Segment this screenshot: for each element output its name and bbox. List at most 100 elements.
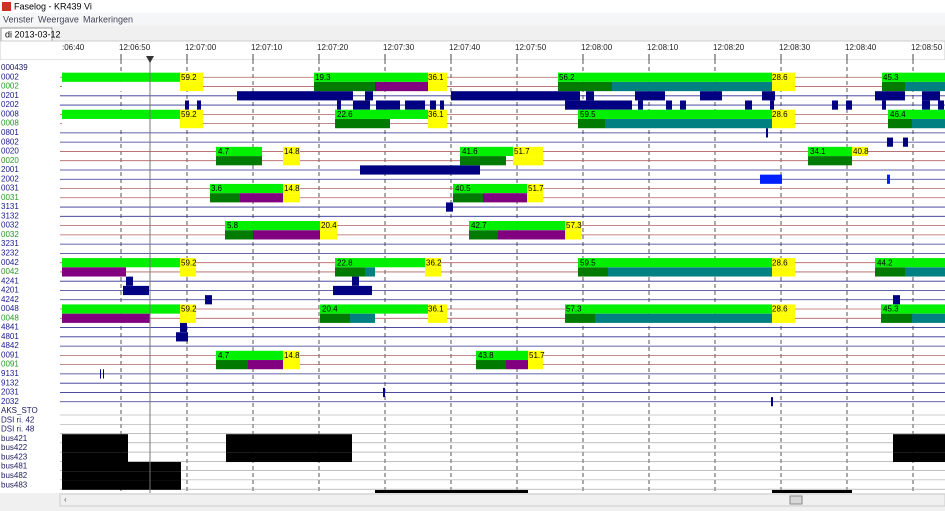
signal-bar xyxy=(762,91,775,101)
signal-bar xyxy=(283,350,300,360)
signal-bar xyxy=(180,267,196,277)
signal-bar xyxy=(903,137,908,147)
bar-value-label: 19.3 xyxy=(315,73,331,82)
bar-value-label: 51.7 xyxy=(529,351,545,360)
signal-bar xyxy=(335,119,390,129)
plot-area xyxy=(60,60,945,493)
signal-bar xyxy=(558,72,772,82)
signal-bar xyxy=(283,193,300,203)
menu-item[interactable]: Weergave xyxy=(38,14,79,24)
menu-bar xyxy=(0,13,945,26)
signal-bar xyxy=(565,304,772,314)
signal-bar xyxy=(283,146,300,157)
signal-bar xyxy=(180,81,203,92)
app-icon xyxy=(2,2,11,11)
bar-value-label: 51.7 xyxy=(514,147,530,156)
scrollbar-thumb[interactable] xyxy=(789,495,803,505)
bar-value-label: 36.1 xyxy=(428,73,444,82)
signal-bar xyxy=(337,100,341,110)
signal-bar xyxy=(240,193,283,203)
signal-bar xyxy=(62,109,180,119)
signal-bar xyxy=(666,100,672,110)
signal-bar xyxy=(180,72,203,82)
signal-bar xyxy=(365,91,373,101)
bar-value-label: 56.2 xyxy=(559,73,575,82)
bus-bar xyxy=(226,434,352,444)
signal-bar xyxy=(469,220,565,231)
row-label: 0031 xyxy=(1,193,19,202)
signal-bar xyxy=(248,360,283,370)
menu-item[interactable]: Markeringen xyxy=(83,14,133,24)
signal-bar xyxy=(283,183,300,194)
signal-bar xyxy=(565,313,595,323)
row-label: DSI ri. 42 xyxy=(1,415,35,424)
signal-bar xyxy=(578,109,772,119)
signal-bar xyxy=(760,174,782,184)
signal-bar xyxy=(852,146,868,157)
signal-bar xyxy=(770,100,774,110)
row-label: 000439 xyxy=(1,63,28,72)
signal-bar xyxy=(875,267,905,277)
signal-bar xyxy=(320,313,350,323)
signal-bar xyxy=(528,360,543,370)
bar-value-label: 28.6 xyxy=(772,258,788,267)
signal-bar xyxy=(180,258,196,268)
signal-bar xyxy=(912,313,945,323)
bar-value-label: 59.2 xyxy=(181,73,197,82)
signal-bar xyxy=(428,119,447,129)
bar-value-label: 14.8 xyxy=(284,351,300,360)
cursor-marker xyxy=(146,56,154,63)
signal-bar xyxy=(772,72,795,82)
signal-bar xyxy=(772,81,795,92)
signal-bar xyxy=(460,146,513,157)
menu-item[interactable]: Venster xyxy=(3,14,34,24)
time-label: 12:07:10 xyxy=(251,43,283,52)
bar-value-label: 34.1 xyxy=(810,147,826,156)
row-label: 2032 xyxy=(1,397,19,406)
signal-bar xyxy=(405,100,425,110)
signal-bar xyxy=(283,360,300,370)
signal-bar xyxy=(635,91,665,101)
bar-value-label: 36.1 xyxy=(428,305,444,314)
signal-bar xyxy=(314,72,428,82)
signal-bar xyxy=(875,258,945,268)
signal-bar xyxy=(62,313,150,323)
row-label: 0202 xyxy=(1,100,19,109)
signal-bar xyxy=(938,100,944,110)
time-label: 12:08:50 xyxy=(911,43,943,52)
signal-bar xyxy=(365,267,375,277)
signal-bar xyxy=(772,119,795,129)
signal-bar xyxy=(527,193,543,203)
signal-bar xyxy=(425,267,441,277)
signal-bar xyxy=(893,295,900,305)
row-label: 0008 xyxy=(1,119,19,128)
time-label: 12:08:20 xyxy=(713,43,745,52)
signal-bar xyxy=(62,119,180,129)
row-label: 0020 xyxy=(1,147,19,156)
signal-bar xyxy=(565,220,581,231)
signal-bar xyxy=(320,304,428,314)
signal-bar xyxy=(335,109,428,119)
row-label: 2002 xyxy=(1,174,19,183)
row-label: AKS_STO xyxy=(1,406,38,415)
signal-bar xyxy=(320,230,337,240)
bus-bar xyxy=(375,490,528,493)
signal-bar xyxy=(558,81,612,92)
bus-bar xyxy=(62,443,128,453)
scroll-arrow[interactable]: ‹ xyxy=(64,495,67,504)
signal-bar xyxy=(476,350,528,360)
signal-bar xyxy=(123,285,149,296)
signal-bar xyxy=(335,258,425,268)
signal-bar xyxy=(428,109,447,119)
signal-bar xyxy=(506,360,528,370)
row-label: 2031 xyxy=(1,388,19,397)
scrollbar[interactable] xyxy=(59,493,945,507)
signal-bar xyxy=(430,100,436,110)
bus-bar xyxy=(893,434,945,444)
signal-bar xyxy=(887,137,893,147)
signal-bar xyxy=(451,91,580,101)
signal-bar xyxy=(376,100,400,110)
signal-bar xyxy=(446,202,453,212)
signal-bar xyxy=(180,322,187,333)
